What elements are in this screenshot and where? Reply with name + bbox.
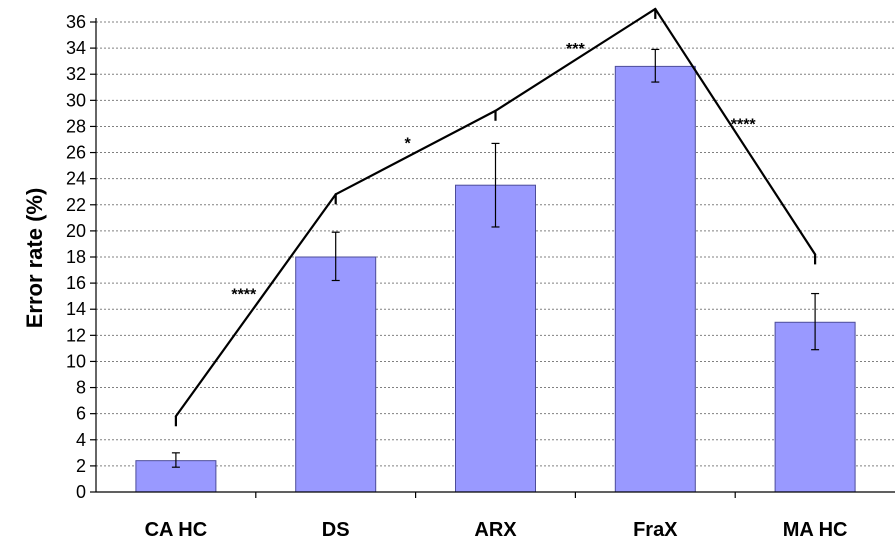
y-tick-label-14: 14 bbox=[66, 299, 86, 319]
y-tick-label-18: 18 bbox=[66, 247, 86, 267]
y-tick-label-26: 26 bbox=[66, 143, 86, 163]
x-tick-label-arx: ARX bbox=[474, 519, 517, 541]
y-tick-label-0: 0 bbox=[76, 482, 86, 502]
y-axis-title: Error rate (%) bbox=[22, 188, 47, 329]
significance-line bbox=[174, 7, 817, 418]
y-tick-label-30: 30 bbox=[66, 90, 86, 110]
x-tick-label-ma-hc: MA HC bbox=[783, 519, 848, 541]
y-tick-label-36: 36 bbox=[66, 12, 86, 32]
significance-label-3: **** bbox=[731, 117, 757, 134]
bar-arx bbox=[455, 184, 536, 493]
error-bars bbox=[171, 48, 820, 468]
error-bar-ds bbox=[331, 231, 340, 282]
y-tick-label-20: 20 bbox=[66, 221, 86, 241]
bar-ds bbox=[295, 256, 377, 493]
x-category-labels: CA HC DS ARX FraX MA HC bbox=[145, 519, 848, 541]
significance-label-1: * bbox=[404, 136, 411, 153]
y-tick-label-2: 2 bbox=[76, 456, 86, 476]
bars bbox=[135, 65, 856, 493]
y-tick-label-8: 8 bbox=[76, 378, 86, 398]
significance-label-2: *** bbox=[566, 41, 585, 58]
y-tick-label-22: 22 bbox=[66, 195, 86, 215]
y-tick-label-10: 10 bbox=[66, 351, 86, 371]
gridlines bbox=[96, 21, 895, 467]
error-bar-ma-hc bbox=[811, 292, 820, 351]
error-bar-arx bbox=[491, 142, 500, 228]
error-bar-ca-hc bbox=[171, 452, 180, 468]
y-tick-label-34: 34 bbox=[66, 38, 86, 58]
x-tick-label-ca-hc: CA HC bbox=[145, 519, 208, 541]
axes bbox=[90, 18, 895, 498]
error-bar-frax bbox=[651, 48, 660, 83]
y-tick-label-16: 16 bbox=[66, 273, 86, 293]
bar-frax bbox=[614, 65, 696, 493]
bar-ma-hc bbox=[774, 321, 856, 493]
y-tick-label-32: 32 bbox=[66, 64, 86, 84]
significance-annotations: ************ bbox=[174, 7, 817, 427]
significance-label-0: **** bbox=[231, 286, 257, 303]
x-tick-label-ds: DS bbox=[322, 519, 350, 541]
y-tick-label-28: 28 bbox=[66, 116, 86, 136]
y-tick-label-6: 6 bbox=[76, 404, 86, 424]
x-tick-label-frax: FraX bbox=[633, 519, 678, 541]
y-tick-label-24: 24 bbox=[66, 169, 86, 189]
y-tick-label-12: 12 bbox=[66, 325, 86, 345]
y-tick-label-4: 4 bbox=[76, 430, 86, 450]
